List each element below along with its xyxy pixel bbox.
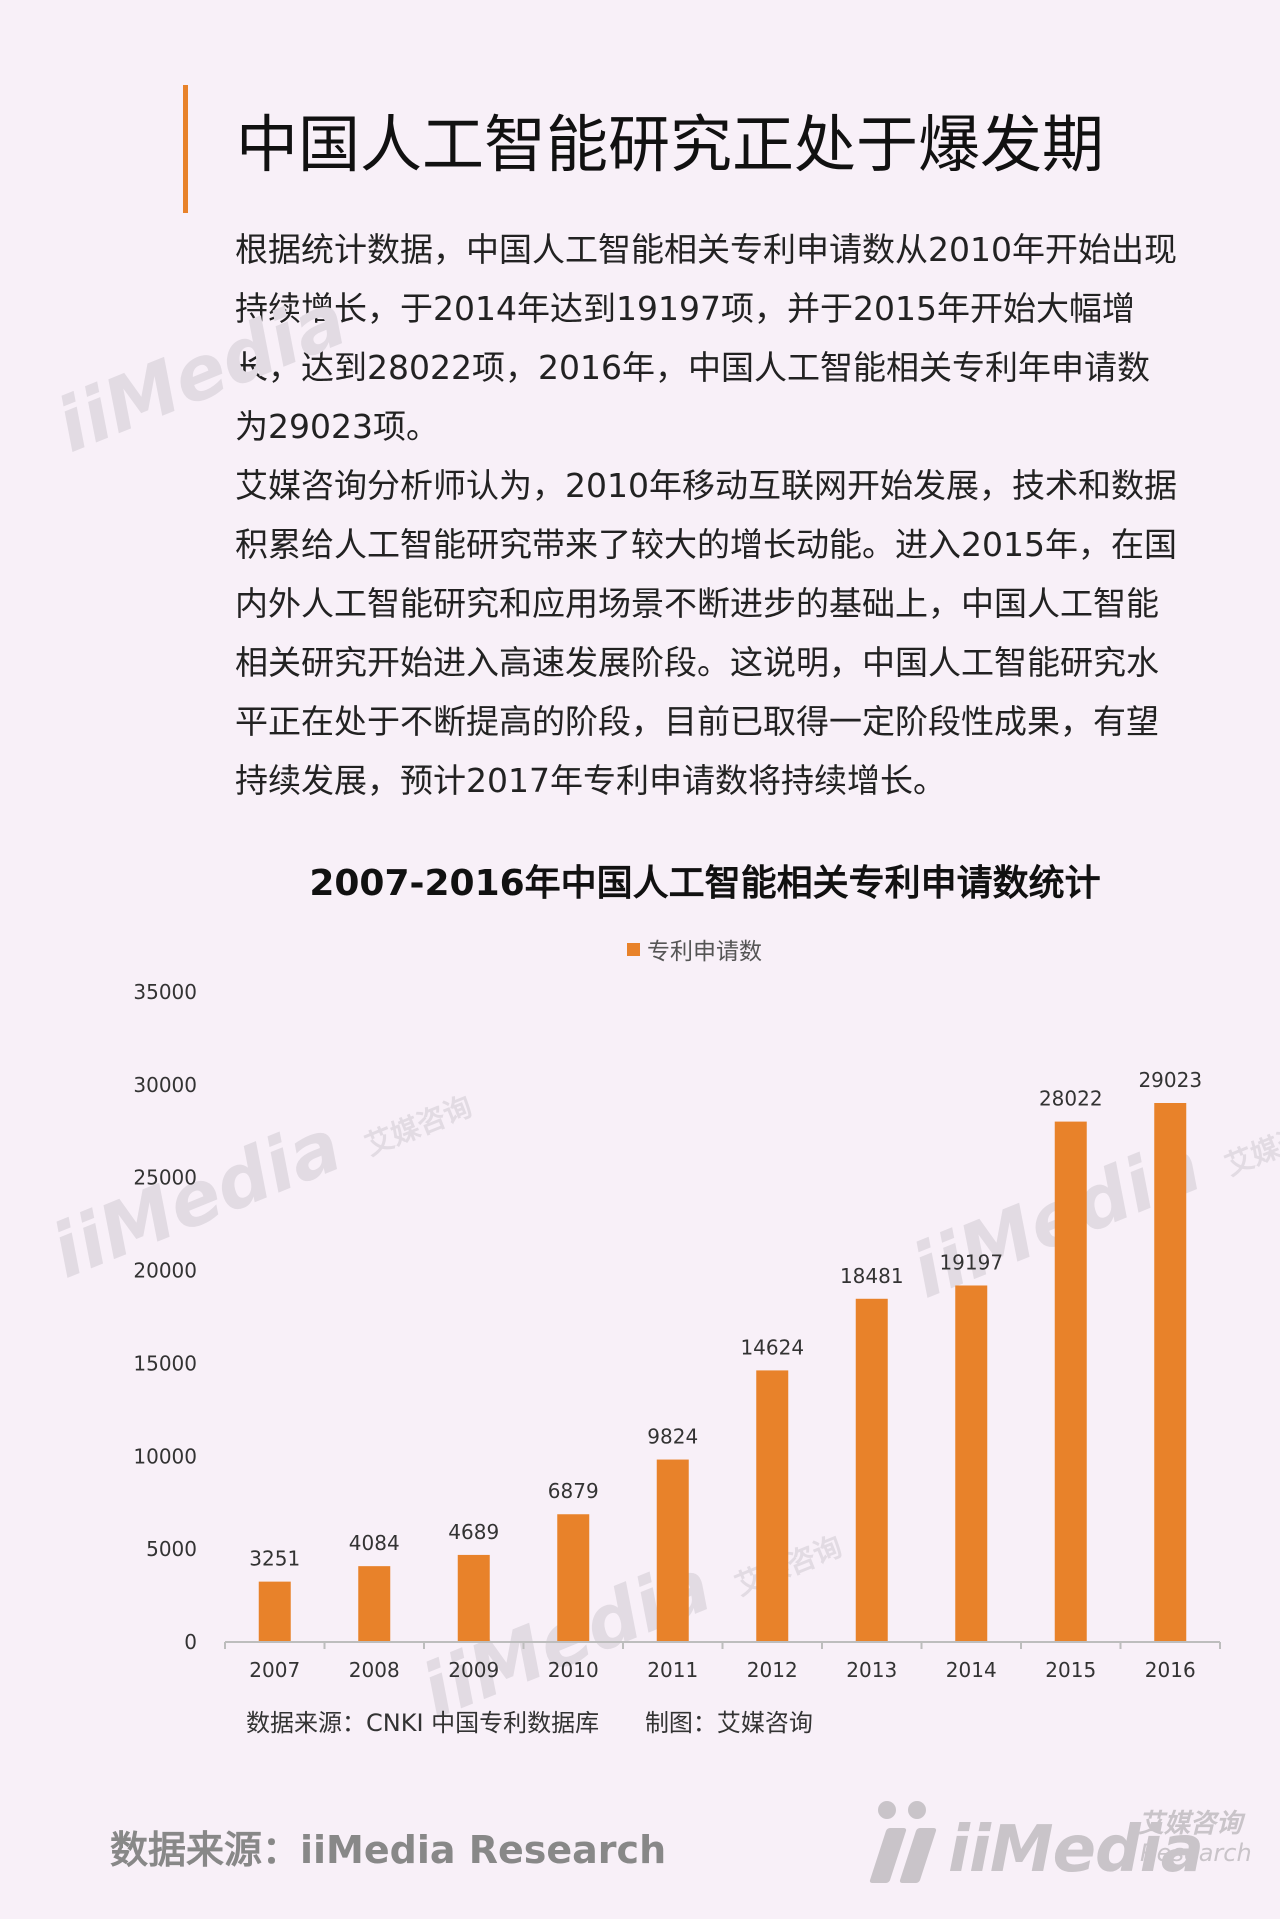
- data-label-2008: 4084: [349, 1531, 400, 1555]
- bar-2014: [955, 1285, 988, 1642]
- bar-2012: [756, 1370, 789, 1642]
- bar-2013: [855, 1298, 888, 1642]
- bar-2015: [1054, 1121, 1087, 1642]
- data-label-2014: 19197: [939, 1250, 1003, 1274]
- x-tick-label: 2008: [349, 1658, 400, 1682]
- chart-title: 2007-2016年中国人工智能相关专利申请数统计: [309, 863, 1100, 904]
- y-tick-label: 30000: [133, 1073, 197, 1097]
- page-title: 中国人工智能研究正处于爆发期: [236, 108, 1105, 181]
- x-tick-label: 2012: [747, 1658, 798, 1682]
- logo-en: Research: [1140, 1839, 1252, 1867]
- chart-source: 数据来源：CNKI 中国专利数据库: [246, 1709, 600, 1737]
- body-paragraph-1: 根据统计数据，中国人工智能相关专利申请数从2010年开始出现持续增长，于2014…: [235, 230, 1177, 446]
- legend-label: 专利申请数: [647, 939, 762, 965]
- data-label-2011: 9824: [647, 1425, 698, 1449]
- data-label-2015: 28022: [1039, 1087, 1103, 1111]
- bar-2010: [557, 1514, 590, 1642]
- x-tick-label: 2010: [548, 1658, 599, 1682]
- chart-maker: 制图：艾媒咨询: [644, 1709, 813, 1737]
- y-tick-label: 25000: [133, 1166, 197, 1190]
- y-tick-label: 20000: [133, 1259, 197, 1283]
- iimedia-logo: iiMedia 艾媒咨询 Research: [868, 1795, 1252, 1895]
- bar-2009: [457, 1554, 490, 1642]
- logo-cn: 艾媒咨询: [1138, 1809, 1243, 1839]
- logo-word: iiMedia: [948, 1813, 1204, 1887]
- x-tick-label: 2013: [846, 1658, 897, 1682]
- y-tick-label: 0: [184, 1630, 197, 1654]
- data-label-2009: 4689: [448, 1520, 499, 1544]
- y-tick-label: 15000: [133, 1351, 197, 1375]
- y-tick-label: 35000: [133, 980, 197, 1004]
- logo-dot-icon: [908, 1801, 926, 1819]
- x-tick-label: 2007: [249, 1658, 300, 1682]
- bar-2007: [258, 1581, 291, 1642]
- bar-2011: [656, 1459, 689, 1642]
- logo-dot-icon: [878, 1801, 896, 1819]
- data-label-2007: 3251: [249, 1547, 300, 1571]
- data-label-2013: 18481: [840, 1264, 904, 1288]
- chart-source-note: 数据来源：CNKI 中国专利数据库 制图：艾媒咨询: [246, 1703, 813, 1738]
- x-tick-label: 2011: [647, 1658, 698, 1682]
- body-paragraph-2: 艾媒咨询分析师认为，2010年移动互联网开始发展，技术和数据积累给人工智能研究带…: [235, 466, 1177, 800]
- x-tick-label: 2016: [1145, 1658, 1196, 1682]
- bar-2016: [1154, 1103, 1187, 1642]
- data-label-2010: 6879: [548, 1479, 599, 1503]
- y-tick-label: 5000: [146, 1537, 197, 1561]
- legend-swatch: [627, 943, 640, 956]
- data-label-2016: 29023: [1138, 1068, 1202, 1092]
- y-tick-label: 10000: [133, 1444, 197, 1468]
- logo-stroke-icon: [899, 1828, 937, 1883]
- footer-source: 数据来源：iiMedia Research: [110, 1828, 667, 1872]
- x-tick-label: 2014: [946, 1658, 997, 1682]
- bar-2008: [358, 1566, 391, 1642]
- x-tick-label: 2015: [1045, 1658, 1096, 1682]
- x-tick-label: 2009: [448, 1658, 499, 1682]
- data-label-2012: 14624: [740, 1335, 804, 1359]
- title-accent-bar: [183, 85, 188, 213]
- body-text: 根据统计数据，中国人工智能相关专利申请数从2010年开始出现持续增长，于2014…: [235, 220, 1180, 810]
